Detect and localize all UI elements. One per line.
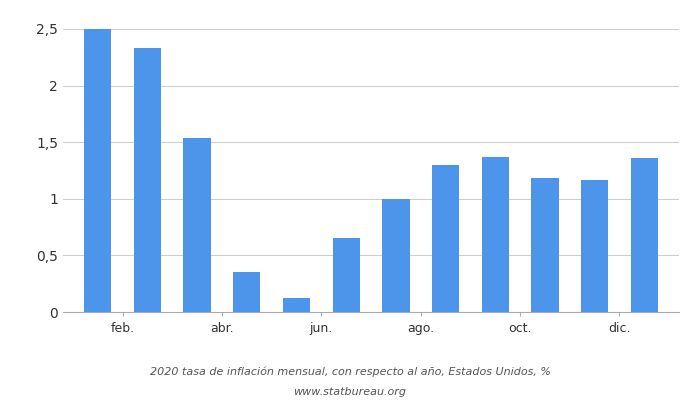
Bar [134, 48, 161, 312]
Bar [283, 298, 310, 312]
Bar [581, 180, 608, 312]
Bar [382, 199, 410, 312]
Bar [332, 238, 360, 312]
Bar [631, 158, 658, 312]
Text: www.statbureau.org: www.statbureau.org [293, 387, 407, 397]
Bar [531, 178, 559, 312]
Bar [432, 165, 459, 312]
Bar [482, 157, 509, 312]
Bar [233, 272, 260, 312]
Text: 2020 tasa de inflación mensual, con respecto al año, Estados Unidos, %: 2020 tasa de inflación mensual, con resp… [150, 367, 550, 377]
Bar [183, 138, 211, 312]
Bar [84, 29, 111, 312]
